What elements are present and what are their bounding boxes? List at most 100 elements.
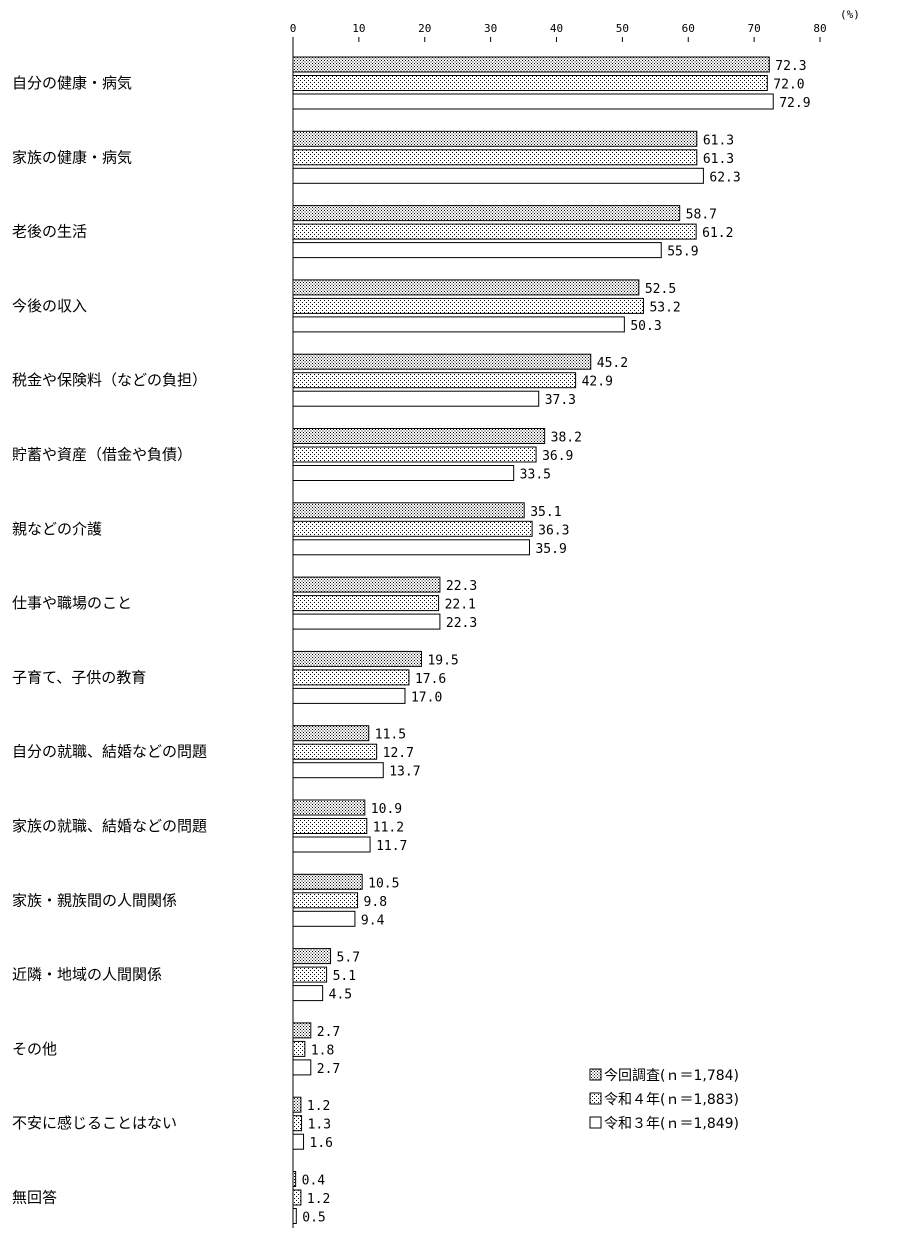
data-label: 61.2 [702,226,733,241]
legend-entry: 令和４年(ｎ＝1,883) [604,1092,739,1108]
bar [292,725,370,742]
legend-entry: 令和３年(ｎ＝1,849) [604,1116,739,1132]
data-label: 5.1 [333,969,356,984]
category-label: 税金や保険料（などの負担） [12,371,207,389]
data-label: 1.2 [307,1099,330,1114]
data-label: 9.4 [361,913,385,928]
bar [292,948,332,965]
bar [292,576,441,593]
bar [292,297,644,314]
data-label: 1.2 [307,1192,330,1207]
data-label: 2.7 [317,1025,340,1040]
bar [292,687,406,704]
data-label: 4.5 [329,988,352,1003]
data-label: 9.8 [364,895,387,910]
bar [292,985,324,1002]
bar [292,1059,312,1076]
legend-swatch [589,1068,602,1081]
bar [292,242,662,259]
data-label: 50.3 [630,319,661,334]
data-label: 1.8 [311,1043,334,1058]
bar [292,1022,312,1039]
bar [292,966,328,983]
bars: 72.3 72.0 72.9 61.3 61.3 62.3 58.7 61.2 55.9 52.5… [292,56,811,1226]
bar [292,892,359,909]
bar [292,669,410,686]
category-label: 家族の健康・病気 [12,148,132,166]
bar [292,223,697,240]
data-label: 22.1 [445,598,476,613]
data-label: 37.3 [545,393,576,408]
bar [292,836,371,853]
bar [292,1040,306,1057]
bar [292,446,537,463]
data-label: 12.7 [383,746,414,761]
x-tick-label: 20 [418,22,431,35]
x-tick-label: 70 [748,22,761,35]
data-label: 35.1 [530,505,561,520]
category-label: 家族・親族間の人間関係 [12,891,177,909]
bar [292,93,774,110]
category-label: その他 [12,1040,57,1058]
category-label: 貯蓄や資産（借金や負債） [12,446,192,464]
data-label: 13.7 [389,765,420,780]
data-label: 5.7 [337,951,360,966]
bar [292,743,378,760]
x-tick-label: 10 [352,22,365,35]
legend-swatch [589,1116,602,1129]
x-tick-label: 60 [682,22,695,35]
data-label: 17.0 [411,690,442,705]
data-label: 10.5 [368,876,399,891]
data-label: 72.3 [775,59,806,74]
bar [292,1189,302,1206]
data-label: 17.6 [415,672,446,687]
category-label: 家族の就職、結婚などの問題 [12,817,207,835]
data-label: 35.9 [535,542,566,557]
bar [292,1096,302,1113]
bar [292,613,441,630]
bar [292,1171,297,1187]
data-label: 72.0 [773,78,804,93]
unit-label: (%) [840,8,860,21]
bar [292,520,533,537]
category-label: 近隣・地域の人間関係 [12,966,162,984]
data-label: 42.9 [582,375,613,390]
bar [292,1208,297,1224]
data-label: 1.6 [310,1136,333,1151]
bar [292,873,363,890]
category-label: 子育て、子供の教育 [12,668,146,686]
category-label: 仕事や職場のこと [12,594,132,612]
bar [292,1115,303,1132]
bar [292,56,770,73]
data-label: 0.4 [302,1174,326,1189]
bar [292,316,625,333]
legend: 今回調査(ｎ＝1,784) 令和４年(ｎ＝1,883) 令和３年(ｎ＝1,849) [589,1068,739,1132]
data-label: 45.2 [597,356,628,371]
data-label: 22.3 [446,616,477,631]
bar [292,149,698,166]
data-label: 38.2 [551,431,582,446]
data-label: 72.9 [779,96,810,111]
bar [292,502,525,519]
data-label: 1.3 [308,1118,331,1133]
data-label: 22.3 [446,579,477,594]
x-tick-label: 0 [290,22,297,35]
bar [292,910,356,927]
data-label: 61.3 [703,133,734,148]
bar [292,428,546,444]
legend-entry: 今回調査(ｎ＝1,784) [604,1068,739,1084]
data-label: 53.2 [649,300,680,315]
data-label: 2.7 [317,1062,340,1077]
bar [292,130,698,147]
bar [292,390,540,407]
data-label: 62.3 [709,170,740,185]
bar [292,279,640,296]
data-label: 52.5 [645,282,676,297]
bar [292,205,681,222]
bar [292,75,768,91]
category-label: 自分の健康・病気 [12,74,132,92]
bar [292,799,366,816]
category-label: 今後の収入 [12,297,87,315]
